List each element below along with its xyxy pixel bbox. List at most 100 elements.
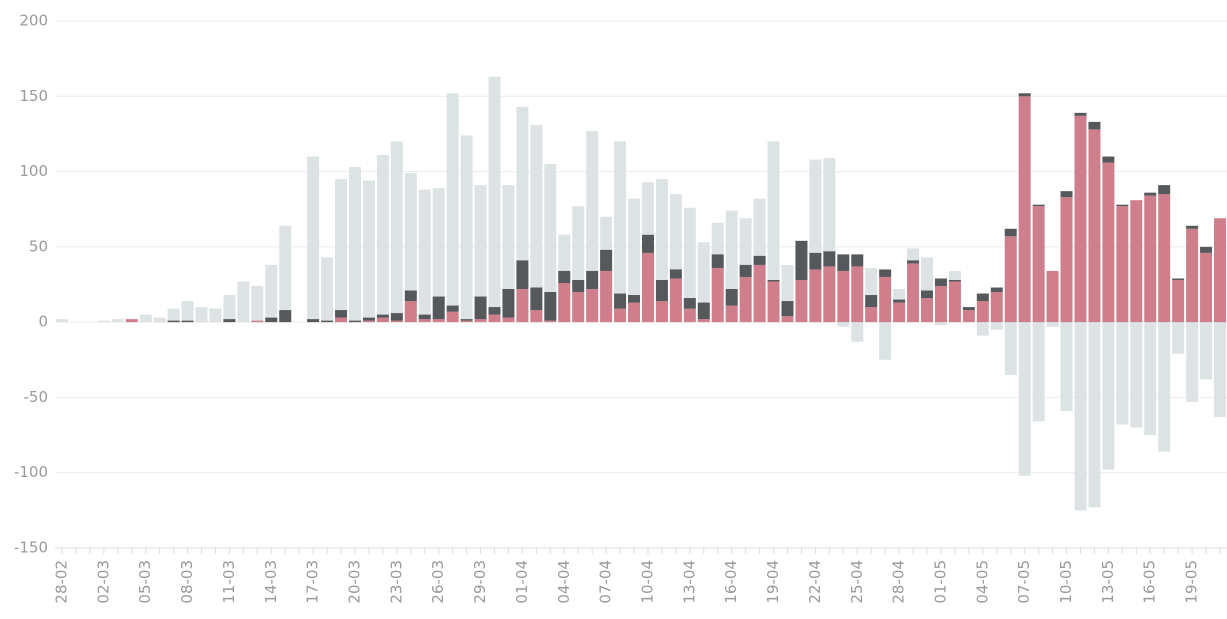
bar (865, 295, 878, 308)
y-tick-label: -50 (24, 388, 49, 406)
bar (460, 319, 473, 321)
bar (1116, 204, 1129, 207)
bar (390, 320, 403, 323)
bar (725, 305, 738, 323)
bar (153, 317, 166, 323)
bar (948, 281, 961, 323)
x-tick-label: 16-05 (1141, 560, 1159, 604)
bar (335, 179, 348, 323)
x-tick-label: 19-05 (1183, 560, 1201, 604)
bar (1060, 191, 1073, 198)
bar (1158, 322, 1171, 452)
x-tick-label: 22-04 (806, 560, 824, 604)
bar (1200, 246, 1213, 253)
bar (209, 308, 222, 323)
x-tick-label: 23-03 (387, 560, 405, 604)
y-tick-label: -150 (14, 539, 48, 557)
bar (1144, 322, 1157, 436)
y-tick-label: 100 (19, 162, 48, 180)
bar (641, 252, 654, 323)
bar (1186, 322, 1199, 402)
bar (390, 313, 403, 321)
bar (739, 276, 752, 323)
bar (614, 141, 627, 323)
bar (1172, 278, 1185, 280)
bar (111, 319, 124, 323)
y-tick-label: -100 (14, 463, 48, 481)
bar (767, 279, 780, 282)
bar (516, 260, 529, 290)
bar (1046, 270, 1059, 323)
x-tick-label: 28-02 (53, 560, 71, 604)
bar (683, 298, 696, 309)
bar (558, 270, 571, 283)
bar (348, 320, 361, 323)
bar (181, 301, 194, 323)
bar (544, 320, 557, 323)
bar (976, 293, 989, 302)
bar (865, 307, 878, 323)
bar (837, 254, 850, 271)
bar (474, 296, 487, 320)
bar (809, 252, 822, 270)
bar (921, 290, 934, 299)
bar (1200, 252, 1213, 323)
bar (432, 188, 445, 323)
bar (711, 254, 724, 268)
bar (446, 305, 459, 312)
bar (851, 322, 864, 342)
x-tick-label: 01-04 (513, 560, 531, 604)
bar (1074, 322, 1087, 511)
bar (655, 301, 668, 323)
bar (600, 270, 613, 323)
bar (921, 298, 934, 323)
bar (502, 317, 515, 323)
bar (1088, 322, 1101, 508)
x-tick-label: 02-03 (94, 560, 112, 604)
bar (530, 310, 543, 323)
bar (781, 301, 794, 317)
bar (195, 307, 208, 323)
x-tick-label: 05-03 (136, 560, 154, 604)
bar (223, 295, 236, 323)
bar (1004, 322, 1017, 375)
x-tick-label: 13-05 (1099, 560, 1117, 604)
bar (1018, 93, 1031, 97)
x-tick-label: 04-05 (973, 560, 991, 604)
x-tick-label: 28-04 (890, 560, 908, 604)
bar (516, 289, 529, 323)
bar (628, 295, 641, 303)
bar (223, 319, 236, 323)
bar (279, 225, 292, 323)
bar (376, 314, 389, 318)
bar (502, 185, 515, 323)
bar (1172, 279, 1185, 323)
bar (418, 314, 431, 320)
bar (530, 124, 543, 323)
bar (56, 319, 68, 323)
bar (572, 279, 585, 293)
bar (990, 322, 1003, 330)
bar (628, 302, 641, 323)
bar (586, 270, 599, 290)
bar (307, 319, 320, 323)
y-tick-label: 50 (29, 237, 48, 255)
bar (1130, 322, 1143, 428)
bar (851, 266, 864, 323)
bar (1102, 156, 1115, 163)
bar (614, 308, 627, 323)
bar (1158, 194, 1171, 323)
y-tick-label: 0 (38, 313, 48, 331)
bar (125, 319, 138, 323)
bar (432, 296, 445, 320)
bar (1060, 322, 1073, 411)
bar (418, 319, 431, 323)
x-tick-label: 07-05 (1015, 560, 1033, 604)
bar (544, 164, 557, 323)
bar (767, 141, 780, 323)
bar (1032, 322, 1045, 422)
x-tick-label: 20-03 (345, 560, 363, 604)
bar (962, 310, 975, 323)
bar (1186, 228, 1199, 323)
bar (1032, 206, 1045, 323)
